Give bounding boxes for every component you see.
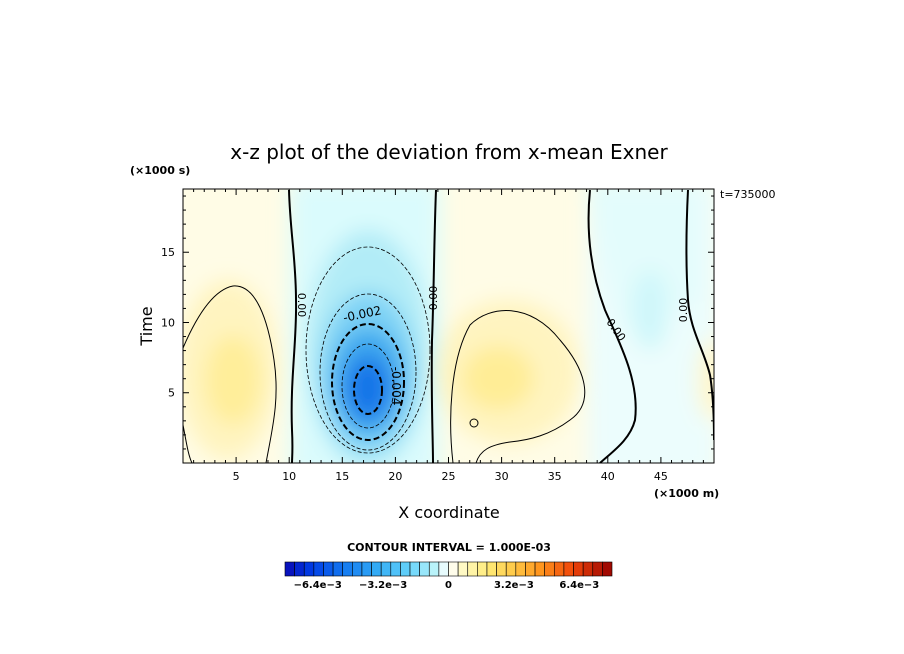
chart-title: x-z plot of the deviation from x-mean Ex… [230,140,668,164]
x-axis-label: X coordinate [398,503,499,522]
colorbar-swatch [361,561,372,577]
y-unit-label: (×1000 s) [130,164,190,177]
colorbar-swatch [332,561,344,577]
x-tick-label: 20 [388,470,402,483]
colorbar [284,561,613,577]
colorbar-swatch [602,561,613,577]
colorbar-swatch [428,561,440,577]
colorbar-swatch [534,561,545,577]
colorbar-swatch [390,561,401,577]
x-tick-label: 25 [442,470,456,483]
contour-labels: 0.00 -0.002 -0.004 0.00 0.00 0.00 [295,286,690,406]
contour-label: -0.004 [389,367,403,406]
colorbar-tick-label: −3.2e−3 [359,580,407,591]
colorbar-swatch [448,561,459,577]
colorbar-swatch [525,561,536,577]
colorbar-swatch [371,561,382,577]
colorbar-tick-label: 3.2e−3 [494,580,534,591]
x-tick-label: 45 [654,470,668,483]
x-tick-label: 30 [495,470,509,483]
timestamp-label: t=735000 [720,188,776,201]
contour-label: 0.00 [295,293,308,318]
y-tick-label: 5 [168,387,175,400]
colorbar-swatch [438,561,449,577]
y-axis-label: Time [137,306,156,346]
colorbar-swatch [544,561,555,577]
contour-label: 0.00 [677,298,690,323]
plot-area: 0.00 -0.002 -0.004 0.00 0.00 0.00 [183,189,714,463]
colorbar-swatch [400,561,411,577]
x-tick-label: 5 [233,470,240,483]
colorbar-swatch [457,561,469,577]
colorbar-swatch [467,561,478,577]
colorbar-swatch [573,561,584,577]
colorbar-swatch [419,561,430,577]
colorbar-swatch [323,561,334,577]
y-axis-ticks: 5 10 15 [161,195,714,450]
x-unit-label: (×1000 m) [654,487,719,500]
contour-interval-label: CONTOUR INTERVAL = 1.000E-03 [347,541,551,554]
x-tick-label: 40 [601,470,615,483]
colorbar-swatch [515,561,526,577]
colorbar-swatch [477,561,488,577]
colorbar-swatch [582,561,594,577]
contour-lines [183,189,714,463]
colorbar-tick-label: 6.4e−3 [559,580,599,591]
colorbar-swatch [553,561,565,577]
colorbar-swatch [380,561,392,577]
colorbar-swatch [409,561,420,577]
colorbar-swatch [592,561,603,577]
colorbar-swatch [486,561,497,577]
contour-label: 0.00 [427,286,440,311]
colorbar-swatch [505,561,517,577]
colorbar-tick-label: 0 [445,580,452,591]
colorbar-tick-labels: −6.4e−3 −3.2e−3 0 3.2e−3 6.4e−3 [294,580,600,591]
colorbar-swatch [313,561,324,577]
y-tick-label: 15 [161,246,175,259]
colorbar-swatch [342,561,353,577]
colorbar-swatch [303,561,315,577]
x-axis-ticks: 5 10 15 20 25 30 35 40 45 [193,189,704,483]
x-tick-label: 35 [548,470,562,483]
colorbar-swatch [563,561,574,577]
x-tick-label: 15 [335,470,349,483]
colorbar-swatch [496,561,507,577]
colorbar-swatch [352,561,363,577]
x-tick-label: 10 [282,470,296,483]
colorbar-tick-label: −6.4e−3 [294,580,342,591]
colorbar-swatch [294,561,305,577]
y-tick-label: 10 [161,316,175,329]
colorbar-swatch [284,561,295,577]
